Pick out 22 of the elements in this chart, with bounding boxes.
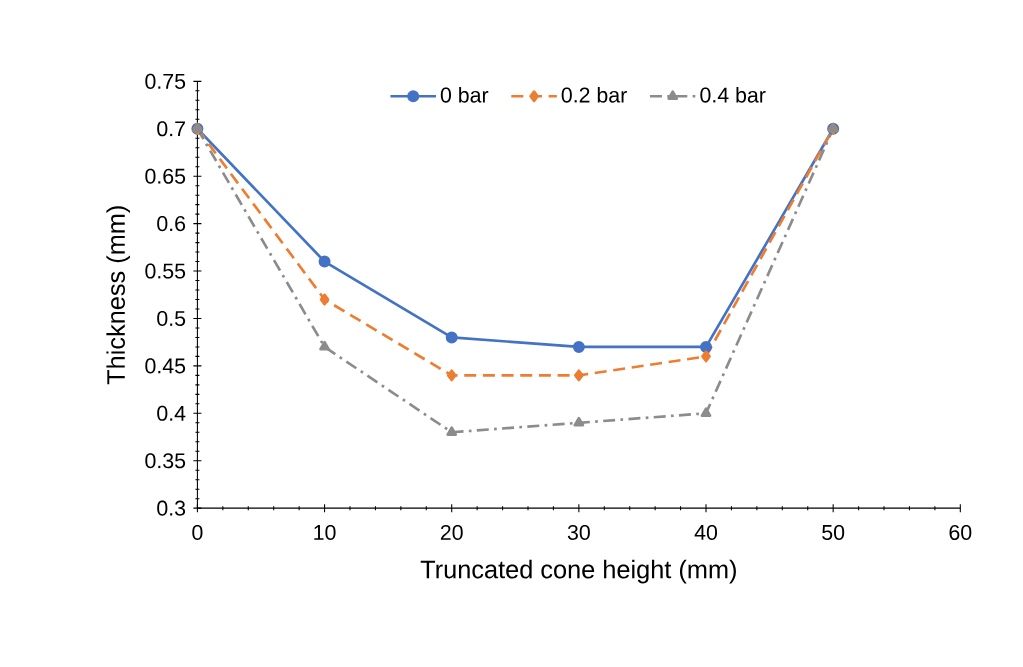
- x-tick-label: 10: [314, 524, 336, 541]
- x-tick-label: 60: [949, 524, 972, 541]
- y-tick-label: 0.7: [157, 121, 185, 137]
- y-tick-label: 0.55: [145, 263, 186, 279]
- y-tick-label: 0.5: [157, 310, 186, 327]
- y-tick-label: 0.6: [157, 216, 186, 232]
- x-tick-label: 50: [822, 524, 845, 541]
- y-tick-label: 0.75: [145, 73, 186, 89]
- x-tick-label: 0: [192, 524, 203, 541]
- legend-label: 0 bar: [440, 87, 489, 103]
- y-tick-label: 0.65: [145, 168, 186, 184]
- y-axis-title: Thickness (mm): [106, 206, 130, 385]
- x-axis-title: Truncated cone height (mm): [420, 559, 736, 584]
- legend-label: 0.2 bar: [561, 87, 627, 103]
- y-tick-label: 0.35: [145, 453, 186, 469]
- y-tick-label: 0.45: [145, 358, 186, 374]
- x-tick-label: 40: [694, 524, 718, 541]
- x-tick-label: 30: [567, 524, 590, 541]
- y-tick-label: 0.3: [157, 500, 186, 516]
- legend-label: 0.4 bar: [700, 87, 766, 103]
- y-tick-label: 0.4: [157, 405, 186, 421]
- x-tick-label: 20: [440, 524, 463, 541]
